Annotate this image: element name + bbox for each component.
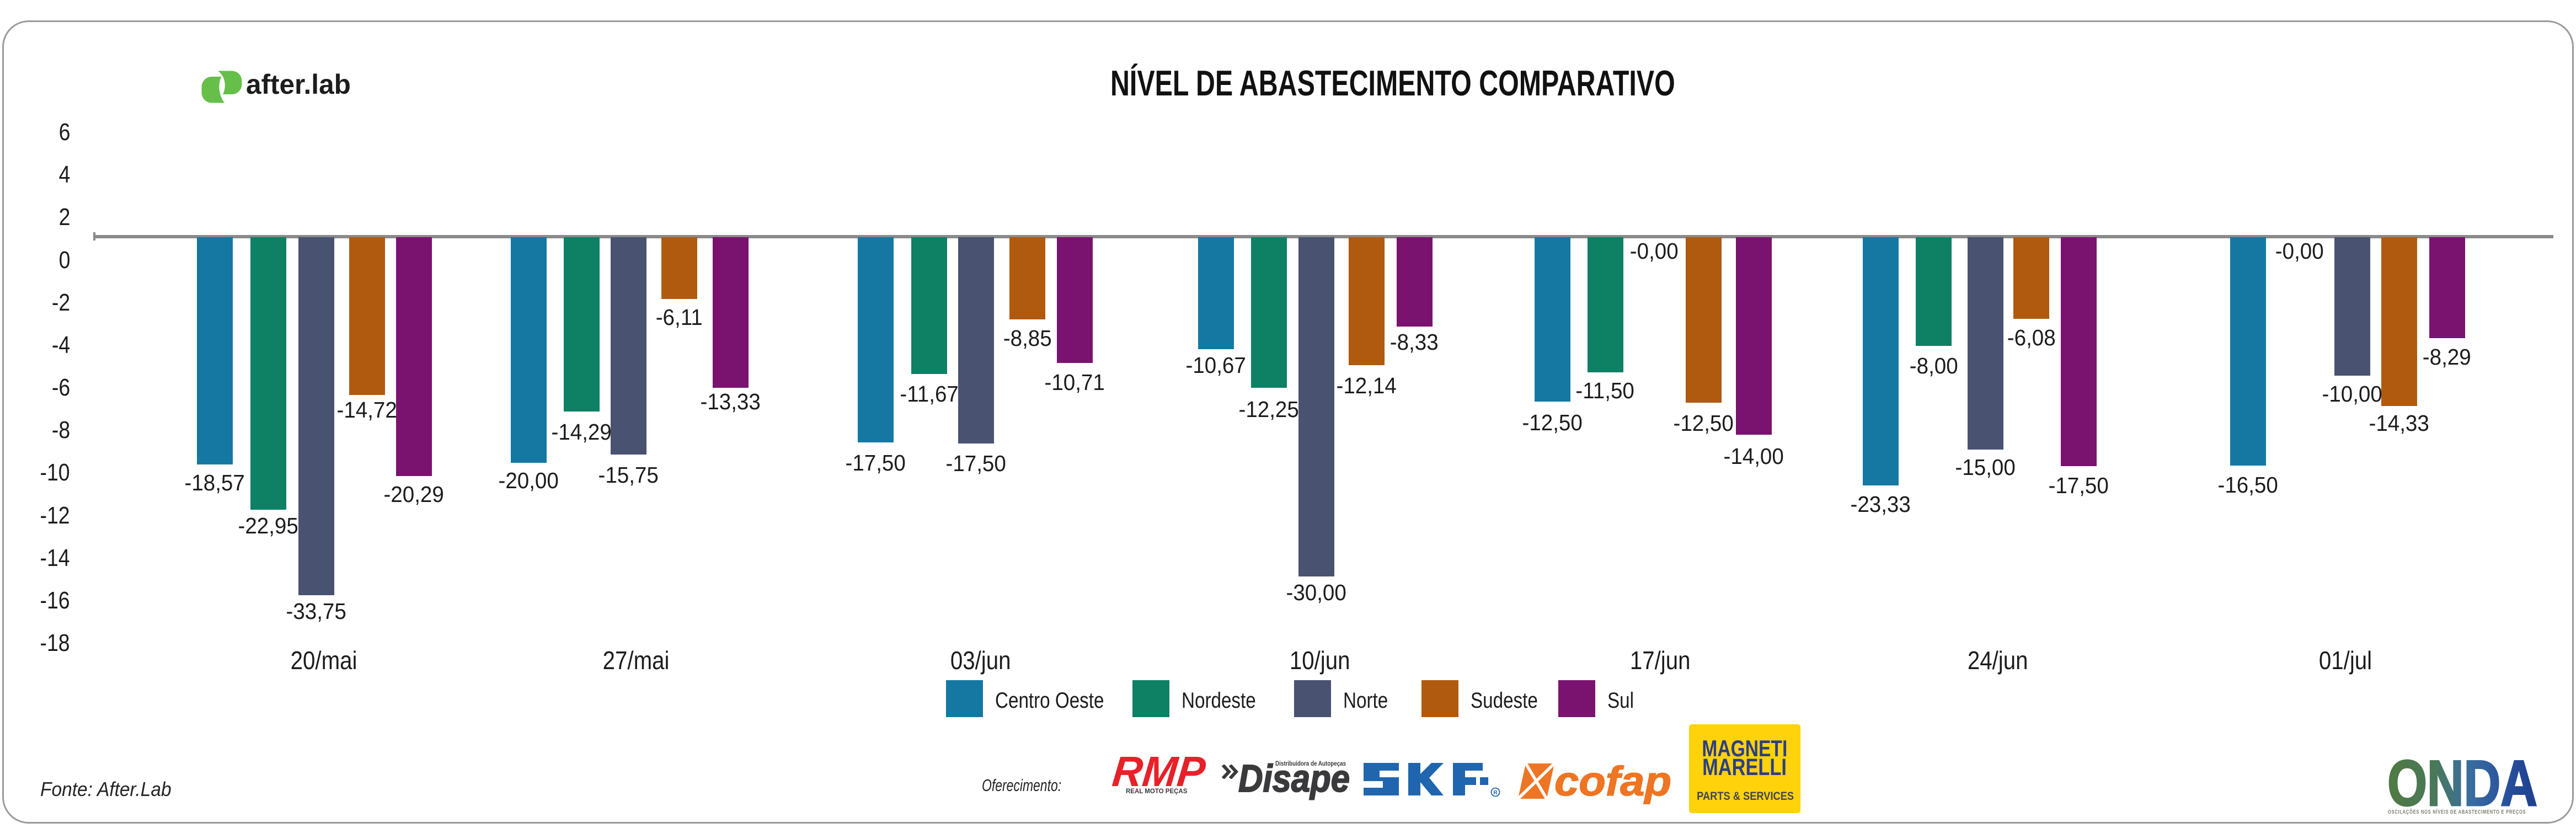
svg-text:ONDA: ONDA: [2387, 756, 2537, 816]
svg-text:R: R: [1493, 790, 1498, 796]
